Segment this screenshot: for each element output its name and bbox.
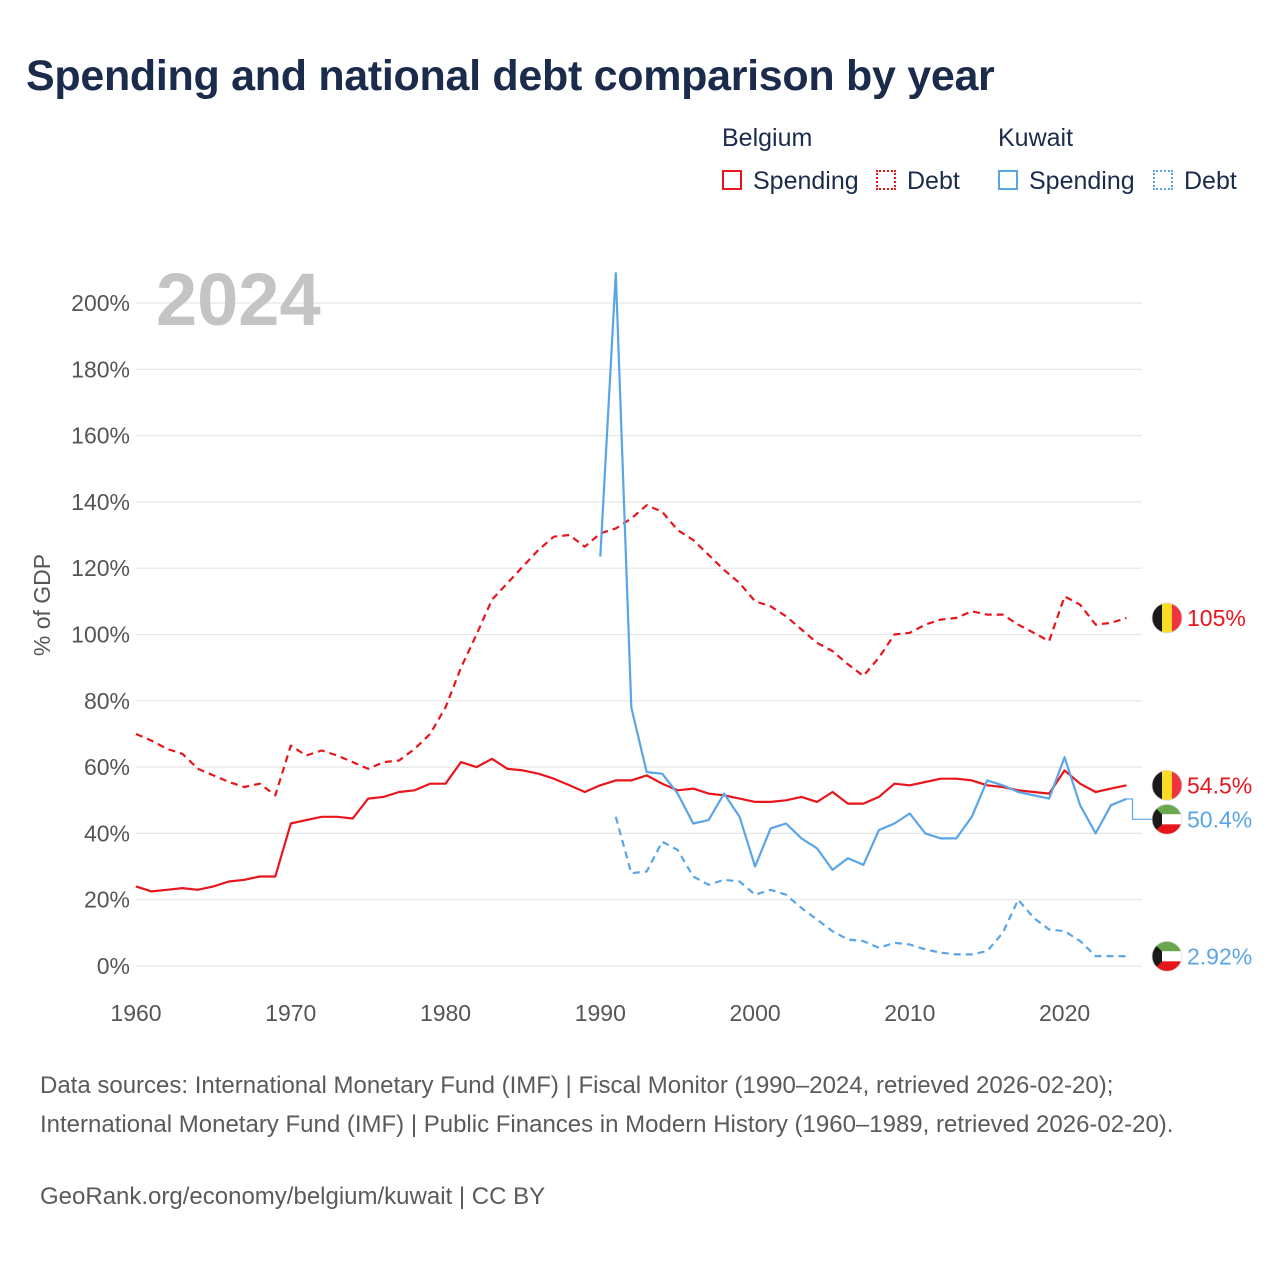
series-line-kuwait-spending	[599, 272, 1127, 872]
x-tick-label: 1960	[110, 1000, 161, 1026]
series-line-belgium-debt	[135, 504, 1127, 797]
legend-label-kuwait-debt: Debt	[1184, 167, 1237, 195]
x-tick-label: 2010	[884, 1000, 935, 1026]
x-tick-label: 1980	[420, 1000, 471, 1026]
y-tick-label: 200%	[71, 290, 130, 316]
y-axis-label: % of GDP	[29, 554, 55, 656]
series-line-belgium-spending	[135, 757, 1127, 893]
kuwait-flag-icon	[1151, 803, 1183, 835]
belgium-flag-icon	[1151, 769, 1183, 801]
legend-group-kuwait: Kuwait	[998, 124, 1074, 152]
series-line-kuwait-debt	[614, 816, 1127, 958]
y-tick-label: 140%	[71, 489, 130, 515]
x-tick-label: 2020	[1039, 1000, 1090, 1026]
series-lines	[135, 272, 1127, 958]
x-tick-label: 1970	[265, 1000, 316, 1026]
end-labels: 105% 54.5% 50.4% 2.92%	[1126, 602, 1252, 972]
belgium-flag-icon	[1151, 602, 1183, 634]
y-tick-label: 0%	[97, 953, 130, 979]
legend-swatch-kuwait-spending	[998, 170, 1018, 190]
y-tick-label: 160%	[71, 423, 130, 449]
legend-label-belgium-spending: Spending	[753, 167, 859, 195]
end-connector	[1126, 798, 1152, 820]
y-tick-label: 40%	[84, 820, 130, 846]
gridlines	[136, 302, 1142, 967]
y-tick-label: 20%	[84, 887, 130, 913]
x-axis-ticks: 1960 1970 1980 1990 2000 2010 2020	[110, 1000, 1090, 1026]
y-tick-label: 100%	[71, 622, 130, 648]
y-tick-label: 120%	[71, 555, 130, 581]
end-value-label: 50.4%	[1187, 806, 1252, 832]
y-axis-ticks: 0% 20% 40% 60% 80% 100% 120% 140% 160% 180% 200%	[71, 290, 130, 979]
chart-title: Spending and national debt comparison by…	[26, 52, 995, 100]
end-value-label: 54.5%	[1187, 772, 1252, 798]
x-tick-label: 2000	[729, 1000, 780, 1026]
x-tick-label: 1990	[575, 1000, 626, 1026]
legend-label-belgium-debt: Debt	[907, 167, 960, 195]
legend-group-belgium: Belgium	[722, 124, 813, 152]
source-link[interactable]: GeoRank.org/economy/belgium/kuwait | CC …	[40, 1183, 546, 1210]
data-sources: Data sources: International Monetary Fun…	[40, 1072, 1174, 1138]
end-value-label: 105%	[1187, 605, 1246, 631]
line-chart: 0% 20% 40% 60% 80% 100% 120% 140% 160% 180% 200% 1…	[29, 258, 1252, 1026]
y-tick-label: 60%	[84, 754, 130, 780]
current-year-label: 2024	[156, 258, 321, 341]
y-tick-label: 180%	[71, 356, 130, 382]
end-value-label: 2.92%	[1187, 943, 1252, 969]
y-tick-label: 80%	[84, 688, 130, 714]
legend-swatch-kuwait-debt	[1153, 170, 1173, 190]
legend-swatch-belgium-debt	[876, 170, 896, 190]
legend-label-kuwait-spending: Spending	[1029, 167, 1135, 195]
legend: Belgium Spending Debt Kuwait Spending De…	[722, 124, 1262, 204]
legend-swatch-belgium-spending	[722, 170, 742, 190]
kuwait-flag-icon	[1151, 940, 1183, 972]
